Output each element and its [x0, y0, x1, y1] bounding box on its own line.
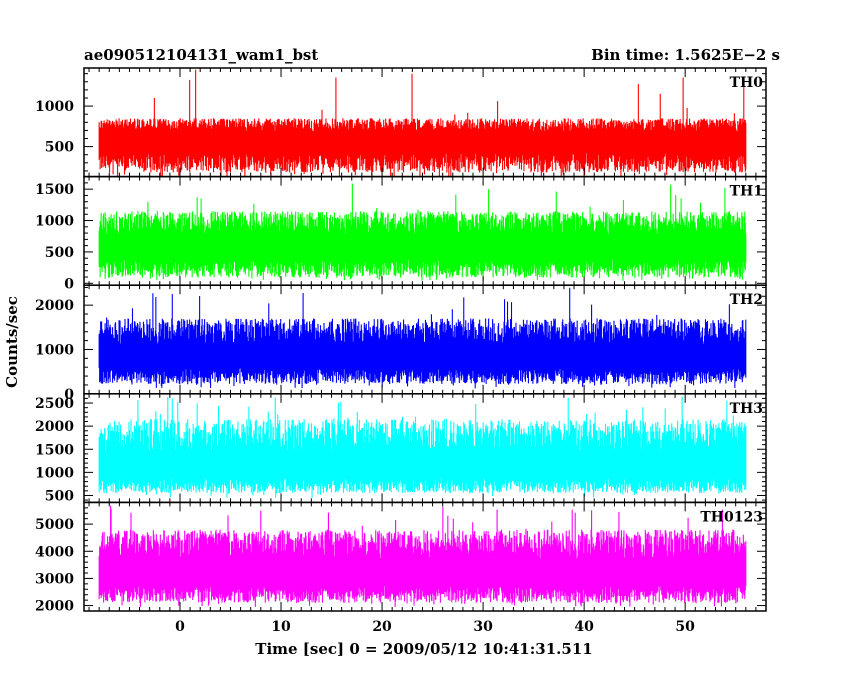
y-tick-label: 2500 — [35, 396, 74, 412]
y-tick-label: 0 — [64, 276, 74, 292]
y-tick-label: 1500 — [35, 442, 74, 458]
y-tick-label: 0 — [64, 387, 74, 403]
panel-label: TH0123 — [700, 509, 763, 525]
y-tick-label: 1500 — [35, 182, 74, 198]
panel-label: TH0 — [730, 75, 764, 91]
y-tick-label: 500 — [45, 245, 74, 261]
series-th0 — [98, 69, 747, 177]
x-tick-label: 50 — [675, 619, 695, 635]
panel-th0123: 2000 3000 4000 5000 TH0123 — [35, 501, 767, 615]
x-tick-label: 10 — [271, 619, 291, 635]
panel-th0: 500 1000 TH0 — [35, 67, 767, 178]
y-tick-label: 1000 — [35, 99, 74, 115]
x-tick-label: 20 — [372, 619, 392, 635]
panel-label: TH2 — [730, 292, 763, 308]
panel-label: TH3 — [730, 401, 763, 417]
series-th0123 — [98, 505, 747, 607]
y-tick-label: 2000 — [35, 298, 74, 314]
chart-title: ae090512104131_wam1_bst — [84, 46, 318, 64]
panel-th1: 0 500 1000 1500 TH1 — [35, 175, 767, 292]
y-tick-label: 2000 — [35, 599, 74, 615]
x-tick-label: 40 — [574, 619, 594, 635]
y-tick-label: 5000 — [35, 517, 74, 533]
y-tick-label: 1000 — [35, 465, 74, 481]
y-tick-label: 4000 — [35, 544, 74, 560]
x-tick-label: 0 — [175, 619, 185, 635]
y-tick-label: 500 — [45, 488, 74, 504]
bin-time-label: Bin time: 1.5625E−2 s — [591, 46, 780, 64]
x-axis-label: Time [sec] 0 = 2009/05/12 10:41:31.511 — [255, 640, 592, 658]
panel-th2: 0 1000 2000 TH2 — [35, 284, 767, 403]
y-tick-label: 3000 — [35, 571, 74, 587]
series-th3 — [98, 396, 747, 498]
y-tick-label: 500 — [45, 140, 74, 156]
panel-label: TH1 — [730, 184, 763, 200]
x-tick-label: 30 — [473, 619, 493, 635]
y-axis-label: Counts/sec — [3, 296, 21, 388]
panel-th3: 500 1000 1500 2000 2500 TH3 — [35, 393, 767, 504]
y-tick-label: 1000 — [35, 214, 74, 230]
series-th1 — [98, 183, 747, 281]
y-tick-label: 1000 — [35, 342, 74, 358]
series-th2 — [98, 287, 747, 389]
y-tick-label: 2000 — [35, 419, 74, 435]
